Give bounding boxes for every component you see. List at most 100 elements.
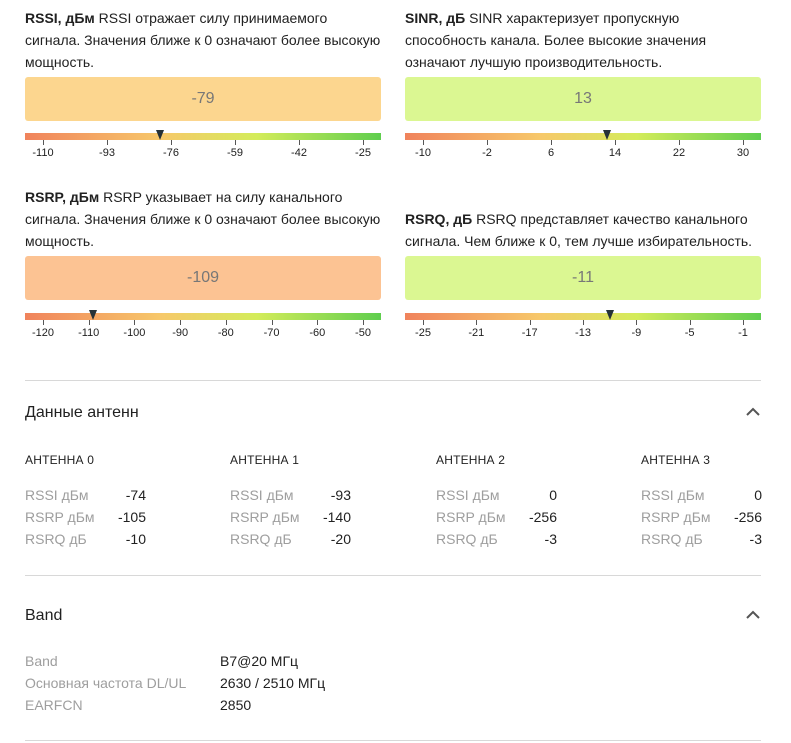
antenna-label: АНТЕННА 3 bbox=[641, 453, 711, 467]
scale-tick bbox=[317, 320, 319, 325]
band-row-value: 2850 bbox=[220, 697, 252, 713]
antenna-label: АНТЕННА 1 bbox=[230, 453, 300, 467]
sinr-value: 13 bbox=[574, 90, 592, 107]
rsrq-name: RSRQ, дБ bbox=[405, 211, 473, 227]
scale-tick bbox=[107, 140, 108, 145]
scale-tick-label: -25 bbox=[415, 327, 431, 339]
chevron-up-icon[interactable] bbox=[744, 406, 762, 418]
scale-tick-label: -100 bbox=[123, 327, 146, 339]
antenna-row-value: -93 bbox=[330, 487, 351, 503]
scale-tick bbox=[743, 320, 744, 325]
scale-tick bbox=[679, 140, 680, 145]
band-row-key: EARFCN bbox=[25, 697, 83, 713]
rsrq-metric: RSRQ, дБ RSRQ представляет качество кана… bbox=[405, 208, 761, 341]
band-row-value: B7@20 МГц bbox=[220, 653, 299, 669]
scale-tick-label: -93 bbox=[99, 147, 115, 159]
antenna-row: RSSI дБм -93 bbox=[230, 487, 351, 509]
sinr-name: SINR, дБ bbox=[405, 10, 466, 26]
scale-tick bbox=[529, 320, 531, 325]
antenna-row-value: 0 bbox=[754, 487, 762, 503]
rsrp-scale-labels: -120 -110 -100 -90 -80 -70 -60 -50 bbox=[25, 320, 381, 339]
sinr-metric: SINR, дБ SINR характеризует пропускную с… bbox=[405, 7, 761, 162]
antenna-row: RSRQ дБ -20 bbox=[230, 531, 351, 553]
scale-tick bbox=[180, 320, 182, 325]
scale-tick-label: -110 bbox=[32, 147, 54, 159]
antenna-row-value: -256 bbox=[733, 509, 762, 525]
rsrq-marker-icon bbox=[605, 310, 614, 320]
scale-tick-label: 6 bbox=[547, 147, 555, 159]
band-row-key: Основная частота DL/UL bbox=[25, 675, 187, 691]
scale-tick-label: -5 bbox=[684, 327, 695, 339]
antenna-row: RSRP дБм -256 bbox=[641, 509, 762, 531]
rsrp-description-text: RSRP указывает на силу канального сигнал… bbox=[25, 189, 381, 249]
antenna-row-key: RSSI дБм bbox=[230, 487, 294, 503]
scale-tick-label: -17 bbox=[521, 327, 538, 339]
antenna-row-key: RSRQ дБ bbox=[230, 531, 292, 547]
antenna-row: RSRQ дБ -10 bbox=[25, 531, 146, 553]
antenna-row-key: RSSI дБм bbox=[25, 487, 89, 503]
rssi-scale-labels: -110 -93 -76 -59 -42 -25 bbox=[25, 140, 381, 159]
scale-tick bbox=[423, 140, 424, 145]
band-row-value: 2630 / 2510 МГц bbox=[220, 675, 326, 691]
scale-tick bbox=[171, 140, 172, 145]
scale-tick-label: -9 bbox=[631, 327, 642, 339]
band-section-title: Band bbox=[25, 607, 63, 624]
rssi-value: -79 bbox=[191, 90, 215, 107]
antenna-row: RSRP дБм -256 bbox=[436, 509, 557, 531]
antenna-row-value: -3 bbox=[544, 531, 557, 547]
antenna-row-value: -74 bbox=[125, 487, 146, 503]
divider bbox=[25, 740, 761, 741]
scale-tick bbox=[363, 320, 364, 325]
antenna-row: RSSI дБм 0 bbox=[436, 487, 557, 509]
sinr-description: SINR, дБ SINR характеризует пропускную с… bbox=[405, 7, 761, 73]
antenna-row: RSRQ дБ -3 bbox=[641, 531, 762, 553]
antenna-row-key: RSSI дБм bbox=[436, 487, 500, 503]
divider bbox=[25, 380, 761, 381]
scale-tick-label: -110 bbox=[78, 327, 100, 339]
scale-tick-label: -90 bbox=[172, 327, 189, 339]
antenna-row: RSRQ дБ -3 bbox=[436, 531, 557, 553]
antenna-row-key: RSRP дБм bbox=[230, 509, 300, 525]
rsrq-description-text: RSRQ представляет качество канального си… bbox=[405, 211, 753, 249]
scale-tick bbox=[689, 320, 691, 325]
antenna-row-value: -10 bbox=[125, 531, 146, 547]
antenna-row-key: RSSI дБм bbox=[641, 487, 705, 503]
scale-tick-label: -80 bbox=[217, 327, 234, 339]
scale-tick-label: -25 bbox=[355, 147, 371, 159]
antenna-row-value: -140 bbox=[322, 509, 351, 525]
scale-tick-label: 22 bbox=[672, 147, 686, 159]
scale-tick bbox=[363, 140, 364, 145]
antenna-row-value: 0 bbox=[549, 487, 557, 503]
scale-tick bbox=[423, 320, 424, 325]
scale-tick bbox=[583, 320, 584, 325]
rssi-name: RSSI, дБм bbox=[25, 10, 95, 26]
rsrp-metric: RSRP, дБм RSRP указывает на силу канальн… bbox=[25, 186, 381, 341]
antenna-label: АНТЕННА 0 bbox=[25, 453, 95, 467]
rssi-scale-bar bbox=[25, 133, 381, 140]
scale-tick bbox=[487, 140, 488, 145]
antenna-row-key: RSRQ дБ bbox=[641, 531, 703, 547]
rsrq-description: RSRQ, дБ RSRQ представляет качество кана… bbox=[405, 208, 761, 252]
scale-tick bbox=[43, 320, 44, 325]
scale-tick-label: -42 bbox=[291, 147, 307, 159]
antenna-row-key: RSRP дБм bbox=[436, 509, 506, 525]
scale-tick-label: -50 bbox=[355, 327, 371, 339]
sinr-value-box: 13 bbox=[405, 77, 761, 121]
rssi-description-text: RSSI отражает силу принимаемого сигнала.… bbox=[25, 10, 381, 70]
scale-tick bbox=[88, 320, 90, 325]
scale-tick bbox=[235, 140, 236, 145]
scale-tick-label: -70 bbox=[263, 327, 280, 339]
scale-tick-label: -10 bbox=[415, 147, 431, 159]
chevron-up-icon[interactable] bbox=[744, 609, 762, 621]
antenna-row-value: -105 bbox=[117, 509, 146, 525]
scale-tick bbox=[225, 320, 227, 325]
sinr-scale-bar bbox=[405, 133, 761, 140]
antenna-section-title: Данные антенн bbox=[25, 404, 139, 421]
rssi-marker-icon bbox=[155, 130, 164, 140]
antenna-row-key: RSRP дБм bbox=[25, 509, 95, 525]
rsrp-marker-icon bbox=[89, 310, 98, 320]
antenna-row: RSSI дБм 0 bbox=[641, 487, 762, 509]
scale-tick-label: -76 bbox=[163, 147, 179, 159]
scale-tick bbox=[134, 320, 136, 325]
antenna-row: RSRP дБм -140 bbox=[230, 509, 351, 531]
